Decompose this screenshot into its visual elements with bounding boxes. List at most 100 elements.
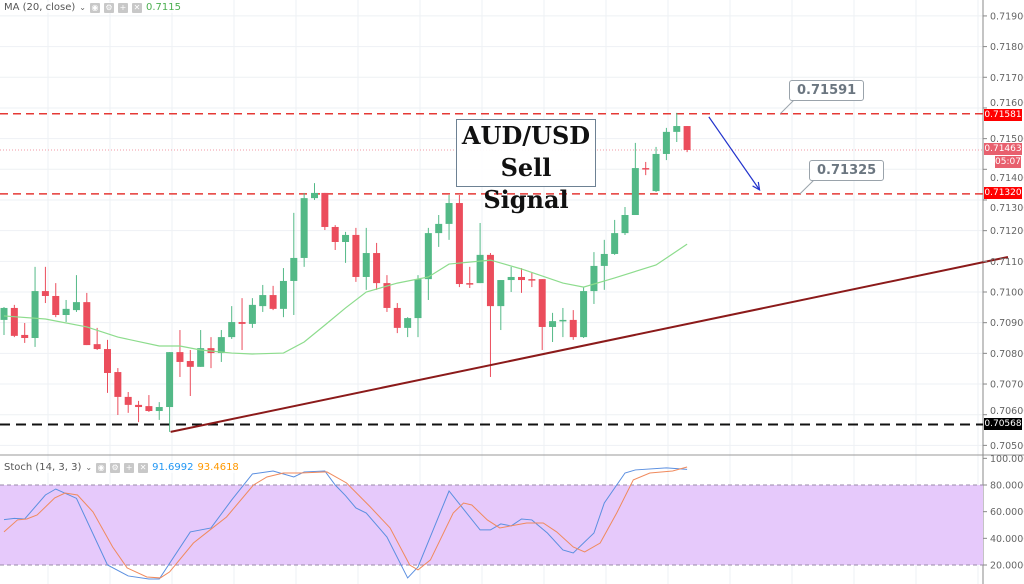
candle-body: [486, 254, 494, 307]
annotation-title: AUD/USD Sell Signal: [456, 119, 596, 214]
candle-body: [435, 223, 443, 234]
title-line-1: AUD/USD: [461, 121, 591, 150]
resistance-callout: 0.71591: [789, 80, 865, 101]
candle-body: [549, 321, 557, 327]
resistance-price-tag: 0.71581: [984, 109, 1022, 121]
price-tick-label: 0.70500: [990, 441, 1024, 452]
stoch-d-value: 93.4618: [197, 462, 239, 473]
candle-body: [0, 307, 8, 320]
candle-body: [217, 337, 225, 354]
chevron-down-icon[interactable]: ⌄: [85, 463, 93, 472]
candle-body: [321, 192, 329, 227]
settings-icon[interactable]: ⚙: [104, 2, 114, 13]
candle-body: [466, 283, 474, 285]
candle-body: [269, 295, 277, 309]
candle-body: [538, 279, 546, 327]
candle-body: [83, 302, 91, 346]
candle-body: [31, 291, 39, 339]
candle-body: [93, 344, 101, 350]
candle-body: [62, 308, 70, 316]
candles: [0, 112, 691, 432]
candle-body: [642, 168, 650, 170]
candle-body: [393, 307, 401, 328]
stoch-band-fill: [0, 485, 983, 565]
settings-icon[interactable]: ⚙: [110, 462, 121, 473]
candle-body: [228, 322, 236, 338]
candle-body: [21, 334, 29, 339]
stoch-tick-label: 80.0000: [990, 481, 1024, 492]
plus-icon[interactable]: +: [124, 462, 135, 473]
stoch-tick-label: 20.0000: [990, 561, 1024, 572]
ma-legend[interactable]: MA (20, close) ⌄ ◉ ⚙ + ✕ 0.7115: [4, 2, 181, 13]
candle-body: [662, 131, 670, 154]
plus-icon[interactable]: +: [118, 2, 128, 13]
candle-body: [10, 307, 18, 336]
stoch-legend-label: Stoch (14, 3, 3): [4, 462, 82, 473]
candle-body: [424, 233, 432, 280]
candle-body: [621, 215, 629, 234]
candle-body: [186, 361, 194, 367]
candle-body: [135, 404, 143, 408]
candle-body: [248, 304, 256, 324]
candle-body: [683, 126, 691, 150]
stoch-k-value: 91.6992: [152, 462, 194, 473]
stoch-tick-label: 60.0000: [990, 507, 1024, 518]
candle-body: [104, 349, 111, 373]
candle-body: [145, 406, 153, 412]
arrow-head-icon: [752, 181, 761, 191]
candle-body: [404, 318, 412, 328]
stoch-d-line: [3, 466, 688, 579]
candle-body: [455, 203, 463, 285]
stoch-tick-label: 100.0000: [990, 454, 1024, 465]
candle-body: [528, 279, 536, 281]
candle-body: [476, 254, 484, 284]
candle-body: [373, 253, 381, 284]
low-price-tag: 0.70568: [984, 418, 1022, 430]
callout-pointer: [779, 98, 796, 115]
candle-body: [238, 322, 246, 324]
candle-body: [155, 407, 163, 412]
sell-arrow: [708, 116, 761, 191]
candle-body: [445, 203, 453, 224]
candle-body: [497, 280, 505, 307]
stoch-lines: [3, 466, 688, 580]
candle-body: [600, 253, 608, 266]
candle-body: [362, 253, 370, 277]
candle-body: [580, 291, 588, 338]
close-icon[interactable]: ✕: [132, 2, 142, 13]
candle-body: [559, 319, 567, 322]
chevron-down-icon[interactable]: ⌄: [79, 3, 86, 12]
candle-body: [590, 265, 598, 292]
price-axis: 0.719000.718000.717000.716000.715000.714…: [983, 11, 1024, 572]
candle-body: [197, 348, 205, 367]
eye-icon[interactable]: ◉: [90, 2, 100, 13]
candle-body: [652, 153, 660, 192]
candle-body: [72, 302, 80, 311]
stoch-legend[interactable]: Stoch (14, 3, 3) ⌄ ◉ ⚙ + ✕ 91.6992 93.46…: [4, 462, 239, 473]
candle-body: [383, 283, 391, 308]
candle-body: [166, 352, 174, 408]
ma-legend-label: MA (20, close): [4, 2, 76, 13]
candle-body: [124, 396, 132, 405]
candle-body: [279, 280, 287, 309]
close-icon[interactable]: ✕: [138, 462, 149, 473]
eye-icon[interactable]: ◉: [96, 462, 107, 473]
callout-pointer: [799, 178, 816, 195]
title-line-2: Sell Signal: [483, 153, 569, 214]
stoch-tick-label: 40.0000: [990, 534, 1024, 545]
support-callout: 0.71325: [809, 160, 885, 181]
trendline: [170, 256, 1009, 433]
candle-body: [569, 319, 577, 338]
